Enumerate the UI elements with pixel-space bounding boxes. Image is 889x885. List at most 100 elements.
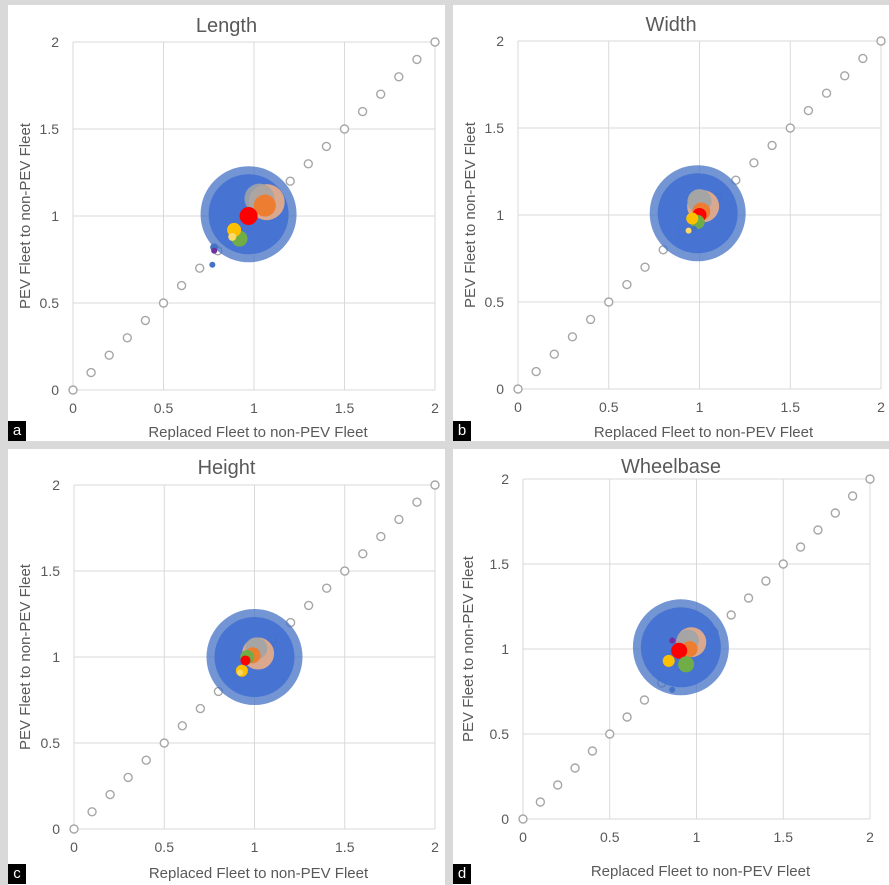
chart-length-reference-point-20 bbox=[430, 37, 440, 47]
chart-length-ytick-3: 1.5 bbox=[40, 121, 60, 137]
chart-width-xtick-2: 1 bbox=[696, 399, 704, 415]
chart-length-reference-point-3 bbox=[122, 333, 133, 343]
chart-height-title: Height bbox=[198, 457, 256, 479]
chart-height-ytick-4: 2 bbox=[52, 477, 60, 493]
chart-height-ylabel: PEV Fleet to non-PEV Fleet bbox=[17, 563, 34, 750]
chart-wheelbase-ytick-1: 0.5 bbox=[490, 726, 510, 742]
chart-wheelbase-reference-point-3 bbox=[570, 763, 580, 773]
chart-width-bubble-7 bbox=[686, 212, 699, 225]
chart-width-xlabel: Replaced Fleet to non-PEV Fleet bbox=[594, 424, 814, 441]
chart-height-xtick-1: 0.5 bbox=[155, 839, 175, 855]
chart-height-reference-point-20 bbox=[430, 480, 440, 490]
chart-height-bubble-8 bbox=[237, 669, 244, 676]
chart-length-bubble-10 bbox=[209, 261, 216, 268]
chart-length-reference-point-18 bbox=[394, 72, 404, 82]
chart-wheelbase-reference-point-12 bbox=[726, 610, 736, 620]
chart-width-xtick-1: 0.5 bbox=[599, 399, 619, 415]
chart-height-reference-point-19 bbox=[412, 497, 422, 507]
chart-wheelbase-reference-point-0 bbox=[518, 814, 528, 824]
chart-width-bubble-9 bbox=[691, 225, 698, 232]
chart-height-xlabel: Replaced Fleet to non-PEV Fleet bbox=[149, 865, 369, 882]
chart-length-reference-point-2 bbox=[104, 350, 114, 360]
chart-length-reference-point-19 bbox=[412, 54, 422, 65]
chart-wheelbase-reference-point-7 bbox=[639, 695, 650, 705]
chart-wheelbase-ylabel: PEV Fleet to non-PEV Fleet bbox=[460, 555, 477, 742]
chart-height-ytick-2: 1 bbox=[52, 649, 60, 665]
chart-height-svg: Height 0 0.5 1 1.5 2 0 0.5 1 1.5 2 Replaced Fleet t… bbox=[17, 457, 440, 882]
chart-panel-width: Width 0 0.5 1 1.5 2 0 0.5 1 1.5 2 Replaced Fleet to… bbox=[453, 5, 889, 441]
chart-length-ytick-0: 0 bbox=[51, 382, 59, 398]
chart-wheelbase-xtick-3: 1.5 bbox=[774, 829, 794, 845]
chart-height-xtick-3: 1.5 bbox=[335, 839, 355, 855]
chart-width-reference-point-16 bbox=[803, 105, 814, 116]
chart-width-reference-point-20 bbox=[876, 36, 886, 46]
chart-wheelbase-reference-point-6 bbox=[622, 712, 632, 722]
chart-width-reference-point-7 bbox=[640, 262, 650, 272]
chart-length-ylabel: PEV Fleet to non-PEV Fleet bbox=[17, 122, 34, 309]
chart-wheelbase-reference-point-17 bbox=[813, 525, 823, 535]
chart-width-reference-point-3 bbox=[567, 332, 578, 342]
chart-wheelbase-svg: Wheelbase 0 0.5 1 1.5 2 0 0.5 1 1.5 2 Replaced Flee… bbox=[460, 456, 875, 880]
chart-length-ytick-4: 2 bbox=[51, 34, 59, 50]
chart-width-reference-point-6 bbox=[622, 279, 632, 290]
chart-height-reference-point-3 bbox=[123, 772, 133, 783]
chart-wheelbase-xlabel: Replaced Fleet to non-PEV Fleet bbox=[591, 863, 811, 880]
chart-length-xlabel: Replaced Fleet to non-PEV Fleet bbox=[148, 424, 368, 441]
chart-wheelbase-bubble-7 bbox=[662, 654, 675, 667]
chart-length-reference-point-14 bbox=[321, 141, 332, 152]
chart-height-xtick-0: 0 bbox=[70, 839, 78, 855]
chart-length-reference-point-1 bbox=[86, 367, 96, 378]
chart-height-reference-point-16 bbox=[358, 549, 368, 559]
chart-length-reference-point-5 bbox=[158, 298, 169, 308]
chart-width-bubble-8 bbox=[685, 227, 692, 234]
chart-width-ytick-4: 2 bbox=[496, 33, 504, 49]
chart-wheelbase-reference-point-15 bbox=[778, 559, 788, 569]
chart-height-bubble-6 bbox=[240, 655, 251, 666]
chart-width-reference-point-5 bbox=[604, 297, 614, 307]
chart-height-reference-point-18 bbox=[394, 514, 404, 525]
chart-height-reference-point-0 bbox=[69, 824, 79, 834]
chart-width-ytick-3: 1.5 bbox=[485, 120, 505, 136]
chart-length-ytick-2: 1 bbox=[51, 208, 59, 224]
chart-length-reference-point-12 bbox=[285, 176, 295, 186]
chart-height-reference-point-14 bbox=[322, 583, 332, 593]
chart-width-reference-point-4 bbox=[585, 314, 596, 325]
chart-height-ytick-3: 1.5 bbox=[41, 563, 61, 579]
chart-height-reference-point-2 bbox=[105, 789, 115, 800]
chart-width-reference-point-19 bbox=[858, 53, 868, 64]
chart-length-bubble-8 bbox=[228, 232, 237, 241]
chart-wheelbase-ytick-4: 2 bbox=[501, 471, 509, 487]
chart-length-xtick-0: 0 bbox=[69, 400, 77, 416]
chart-width-reference-point-13 bbox=[749, 158, 759, 168]
chart-width-reference-point-17 bbox=[821, 88, 832, 98]
chart-length-xtick-3: 1.5 bbox=[335, 400, 355, 416]
chart-width-xtick-3: 1.5 bbox=[781, 399, 801, 415]
chart-length-reference-point-17 bbox=[376, 89, 386, 99]
chart-width-ytick-0: 0 bbox=[496, 381, 504, 397]
chart-height-reference-point-4 bbox=[141, 755, 151, 765]
chart-wheelbase-bubble-5 bbox=[671, 642, 688, 659]
chart-wheelbase-reference-point-2 bbox=[552, 780, 563, 790]
chart-width-reference-point-1 bbox=[531, 366, 541, 377]
chart-length-ytick-1: 0.5 bbox=[40, 295, 60, 311]
panel-label-b: b bbox=[453, 421, 471, 441]
chart-width-xtick-0: 0 bbox=[514, 399, 522, 415]
chart-height-reference-point-17 bbox=[376, 531, 386, 542]
chart-wheelbase-ytick-2: 1 bbox=[501, 641, 509, 657]
chart-wheelbase-xtick-4: 2 bbox=[866, 829, 874, 845]
chart-length-bubble-5 bbox=[239, 207, 258, 225]
chart-length-xtick-2: 1 bbox=[250, 400, 258, 416]
chart-length-reference-point-13 bbox=[303, 159, 313, 169]
chart-wheelbase-bubble-6 bbox=[678, 656, 695, 673]
chart-width-title: Width bbox=[645, 14, 696, 36]
chart-wheelbase-reference-point-20 bbox=[865, 474, 875, 484]
chart-wheelbase-bubble-8 bbox=[669, 637, 676, 644]
chart-length-bubble-4 bbox=[253, 194, 276, 217]
chart-width-xtick-4: 2 bbox=[877, 399, 885, 415]
chart-height-ytick-1: 0.5 bbox=[41, 735, 61, 751]
chart-height-xtick-4: 2 bbox=[431, 839, 439, 855]
chart-height-ytick-0: 0 bbox=[52, 821, 60, 837]
chart-width-ytick-2: 1 bbox=[496, 207, 504, 223]
chart-length-reference-point-4 bbox=[140, 315, 151, 326]
chart-wheelbase-xtick-2: 1 bbox=[693, 829, 701, 845]
